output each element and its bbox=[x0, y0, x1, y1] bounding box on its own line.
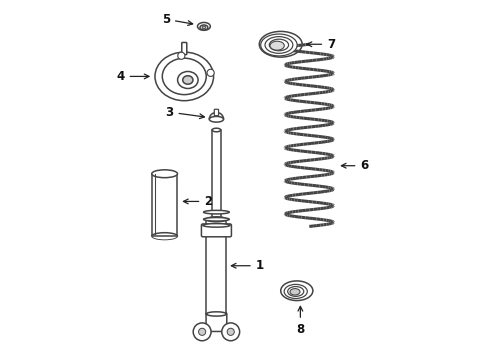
Circle shape bbox=[227, 328, 234, 336]
Ellipse shape bbox=[203, 210, 229, 214]
Ellipse shape bbox=[288, 287, 304, 296]
Ellipse shape bbox=[209, 116, 223, 122]
Text: 8: 8 bbox=[296, 306, 304, 336]
FancyBboxPatch shape bbox=[206, 312, 227, 332]
Ellipse shape bbox=[284, 284, 307, 298]
Circle shape bbox=[222, 323, 240, 341]
Ellipse shape bbox=[259, 31, 302, 57]
Ellipse shape bbox=[177, 72, 198, 89]
Circle shape bbox=[178, 52, 185, 59]
Ellipse shape bbox=[197, 22, 210, 30]
Text: 7: 7 bbox=[307, 38, 335, 51]
Text: 2: 2 bbox=[183, 195, 212, 208]
Ellipse shape bbox=[203, 224, 230, 227]
Ellipse shape bbox=[206, 217, 226, 222]
Ellipse shape bbox=[183, 76, 193, 84]
Ellipse shape bbox=[270, 41, 284, 50]
Ellipse shape bbox=[155, 52, 214, 101]
Text: 1: 1 bbox=[231, 259, 264, 272]
Ellipse shape bbox=[281, 281, 313, 301]
Text: 3: 3 bbox=[166, 105, 204, 119]
Bar bbox=[152, 174, 177, 236]
Circle shape bbox=[198, 328, 206, 336]
Bar bbox=[212, 130, 220, 219]
Circle shape bbox=[207, 69, 214, 76]
Ellipse shape bbox=[261, 34, 297, 56]
Bar bbox=[206, 219, 226, 314]
Circle shape bbox=[193, 323, 211, 341]
Ellipse shape bbox=[162, 58, 206, 95]
Text: 5: 5 bbox=[162, 13, 193, 26]
Ellipse shape bbox=[206, 312, 226, 316]
Text: 6: 6 bbox=[342, 159, 368, 172]
Ellipse shape bbox=[265, 37, 293, 53]
FancyBboxPatch shape bbox=[182, 42, 187, 55]
FancyBboxPatch shape bbox=[214, 109, 219, 116]
Ellipse shape bbox=[203, 217, 229, 221]
Ellipse shape bbox=[270, 39, 289, 51]
Text: 4: 4 bbox=[116, 70, 149, 83]
Ellipse shape bbox=[212, 128, 220, 132]
Ellipse shape bbox=[202, 26, 206, 29]
Ellipse shape bbox=[200, 25, 208, 30]
Ellipse shape bbox=[290, 289, 300, 295]
FancyBboxPatch shape bbox=[201, 224, 231, 237]
Ellipse shape bbox=[152, 170, 177, 178]
